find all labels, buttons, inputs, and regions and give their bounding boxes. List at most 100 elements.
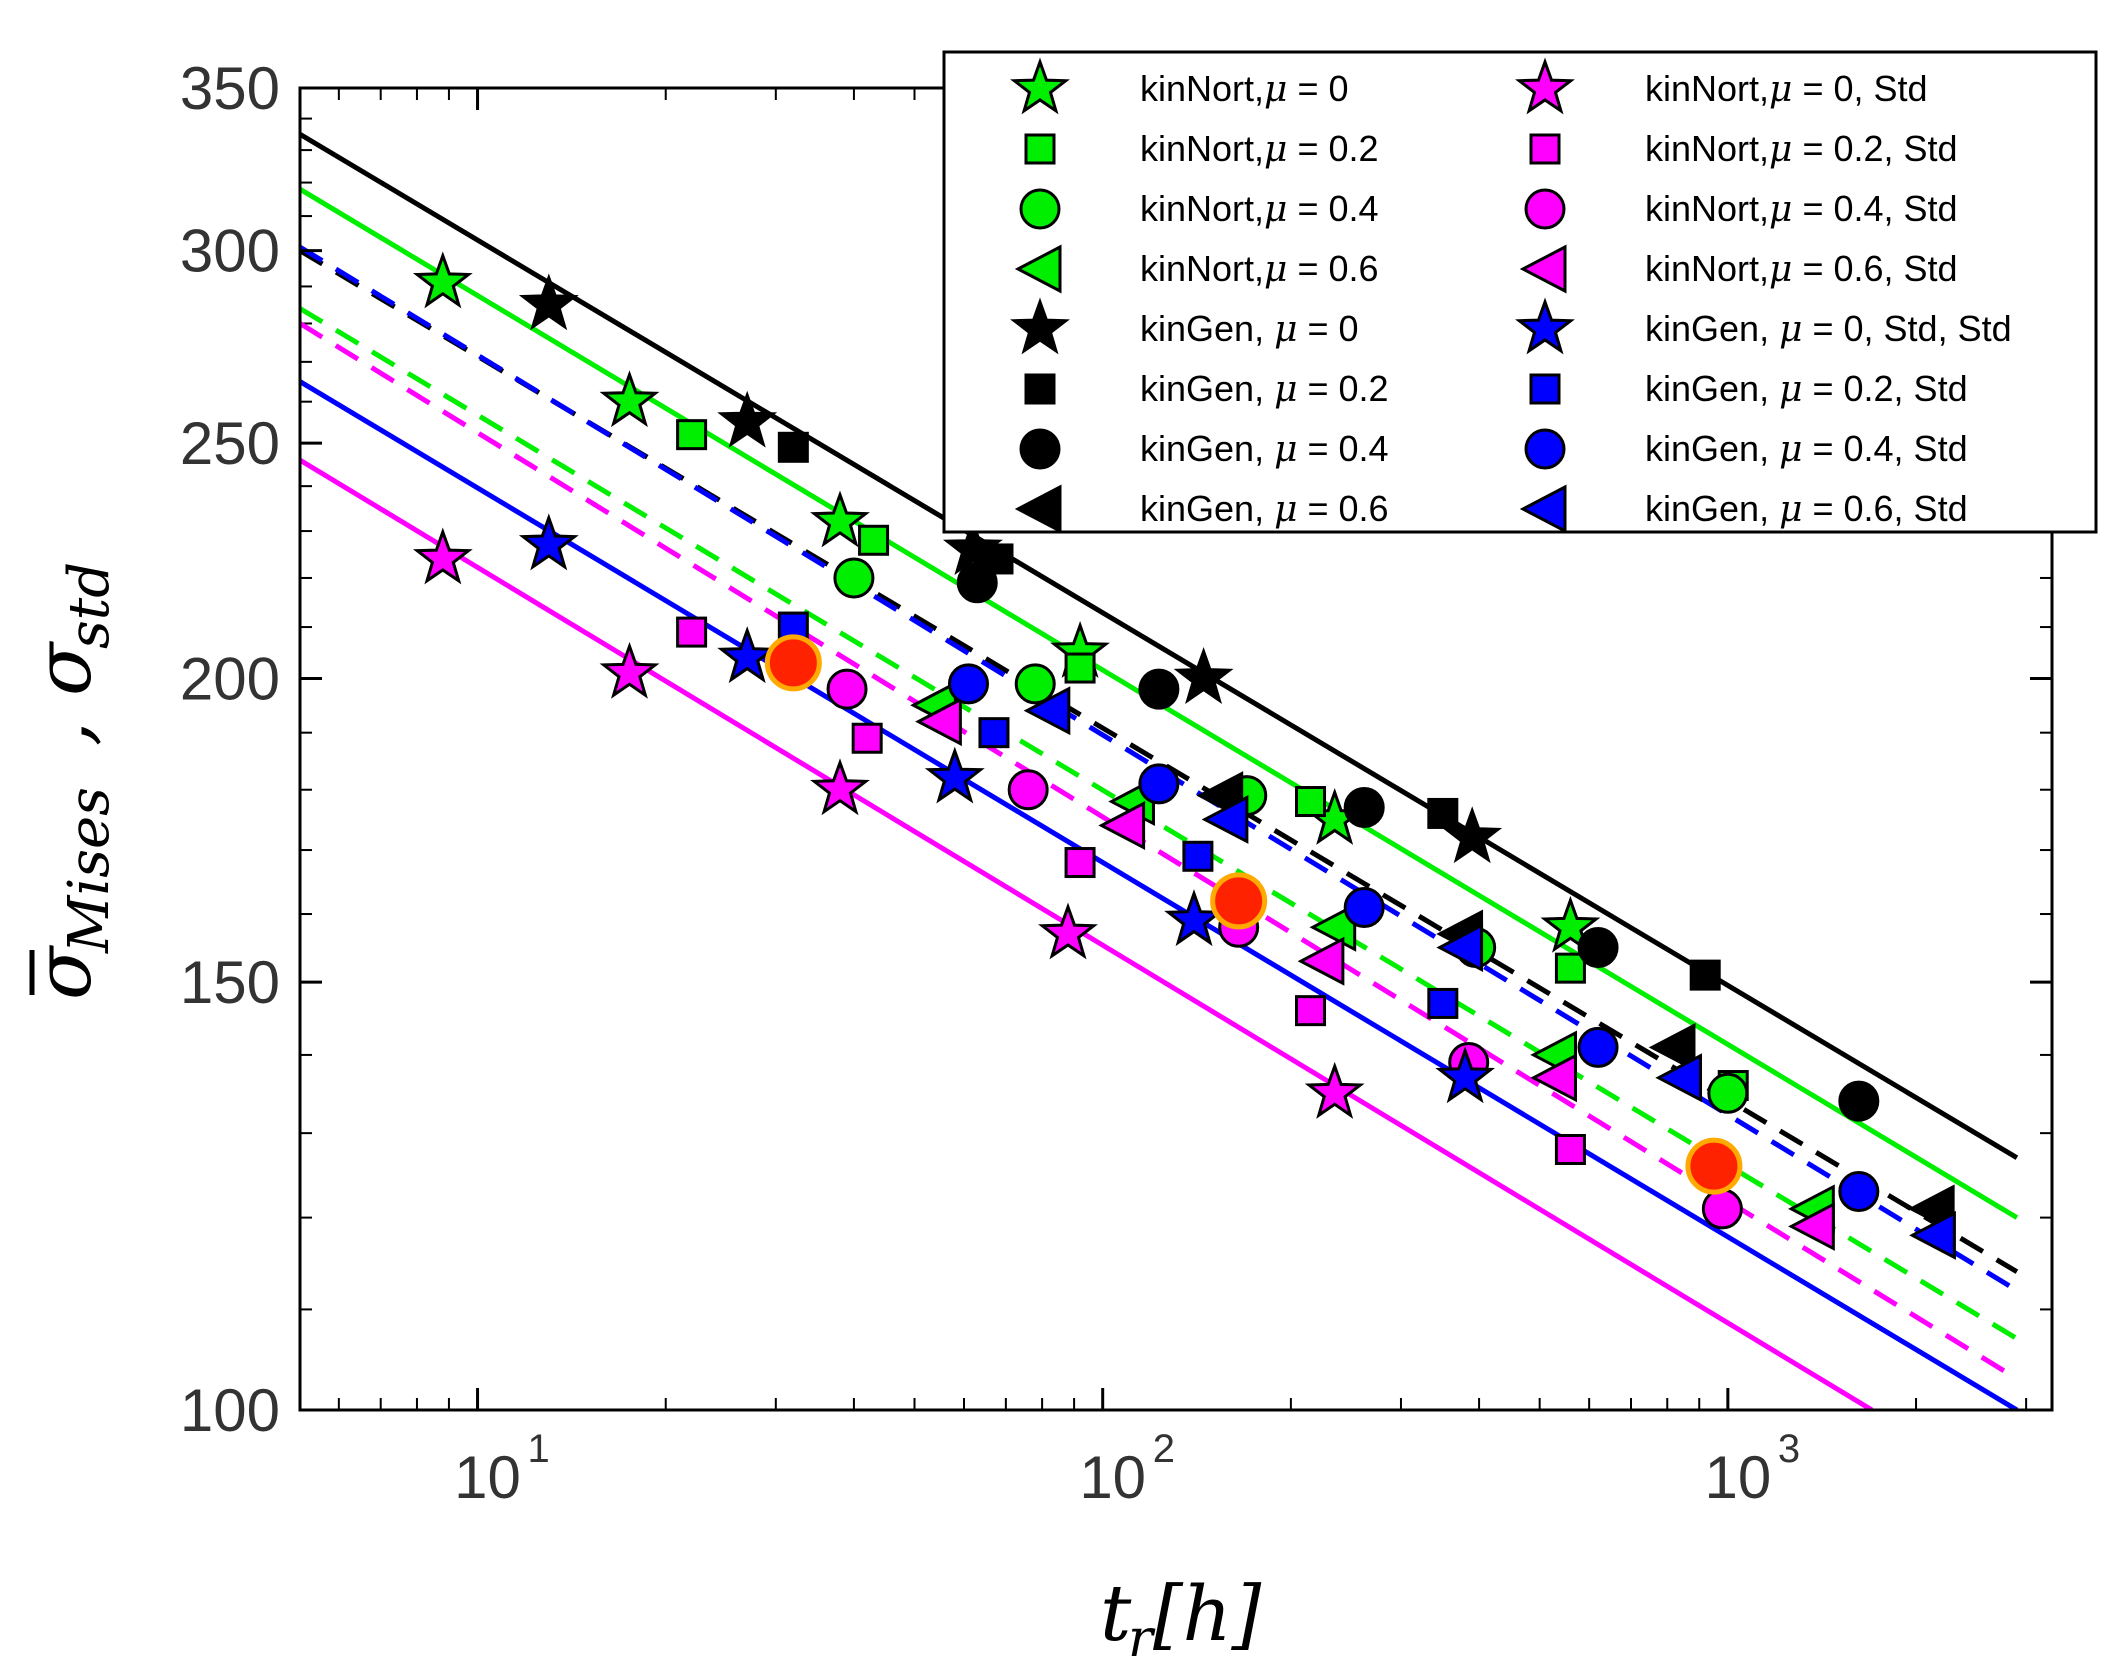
legend-marker-star: [1010, 297, 1070, 355]
data-point-square: [1295, 786, 1327, 818]
legend-box: [942, 50, 2098, 534]
legend-item: kinNort,μ = 0.6, Std: [1519, 244, 1958, 294]
legend-item: kinNort,μ = 0.6: [1014, 244, 1379, 294]
legend-item: kinGen, μ = 0.2, Std: [1529, 368, 1968, 410]
fit-line-solid: [300, 457, 1874, 1410]
legend-label: kinNort,μ = 0: [1140, 68, 1349, 110]
data-point-circle: [956, 562, 998, 604]
data-point-triangle-left: [1909, 1210, 1956, 1260]
highlight-point: [764, 634, 822, 692]
legend-label: kinGen, μ = 0.6: [1140, 488, 1389, 530]
data-point-circle: [833, 557, 875, 599]
legend-label: kinNort,μ = 0.4, Std: [1645, 188, 1958, 230]
highlight-point: [1210, 872, 1268, 930]
y-tick-label: 250: [180, 410, 280, 477]
data-point-triangle-left: [915, 697, 962, 747]
fit-line-solid: [300, 132, 2019, 1160]
data-point-circle: [826, 668, 868, 710]
data-point-circle: [1577, 927, 1619, 969]
data-point-triangle-left: [1530, 1053, 1577, 1103]
legend-marker-star: [1515, 57, 1575, 115]
legend-label: kinNort,μ = 0, Std: [1645, 68, 1928, 110]
data-point-circle: [1707, 1072, 1749, 1114]
data-point-triangle-left: [1023, 686, 1071, 736]
data-point-star: [717, 390, 778, 448]
legend-marker-circle: [1019, 188, 1061, 230]
y-tick-label: 300: [180, 218, 280, 285]
data-point-star: [810, 490, 870, 548]
data-point-star: [1173, 647, 1234, 705]
data-point-star: [599, 641, 660, 699]
data-point-star: [412, 527, 473, 585]
data-point-circle: [1838, 1171, 1880, 1213]
data-point-square: [676, 616, 708, 648]
legend-item: kinGen, μ = 0.6, Std: [1519, 484, 1968, 534]
data-point-triangle-left: [1436, 923, 1484, 973]
legend-item: kinNort,μ = 0.2: [1024, 128, 1379, 170]
data-point-triangle-left: [1098, 801, 1146, 850]
data-point-square: [1295, 995, 1327, 1027]
data-point-square: [858, 524, 890, 556]
data-point-square: [1064, 652, 1096, 684]
data-point-triangle-left: [1648, 1022, 1696, 1072]
data-point-circle: [1138, 668, 1180, 710]
legend-marker-circle: [1019, 428, 1061, 470]
y-axis-ticks: 100 150 200 250 300 350: [180, 55, 2052, 1444]
data-point-square: [777, 431, 809, 463]
data-point-square: [1182, 840, 1214, 872]
legend-item: kinGen, μ = 0.4, Std: [1524, 428, 1968, 470]
legend-label: kinNort,μ = 0.6: [1140, 248, 1379, 290]
x-tick-label: 10: [1704, 1444, 1771, 1511]
ylabel-sub-2: std: [57, 562, 122, 649]
legend-label: kinGen, μ = 0: [1140, 308, 1359, 350]
fit-line-solid: [300, 379, 2019, 1410]
data-point-square: [851, 722, 883, 754]
legend-item: kinNort,μ = 0: [1010, 57, 1349, 115]
legend-item: kinNort,μ = 0.2, Std: [1529, 128, 1958, 170]
legend-label: kinGen, μ = 0, Std, Std: [1645, 308, 2012, 350]
x-tick-exponent: 2: [1153, 1427, 1175, 1471]
data-point-square: [1427, 797, 1459, 829]
data-point-circle: [1701, 1188, 1743, 1230]
legend-marker-circle: [1524, 428, 1566, 470]
data-point-circle: [1343, 886, 1385, 928]
x-tick-label: 10: [1079, 1444, 1146, 1511]
legend-item: kinNort,μ = 0.4: [1019, 188, 1379, 230]
y-tick-label: 200: [180, 646, 280, 713]
legend-marker-triangle-left: [1014, 484, 1062, 534]
data-markers: [412, 251, 1956, 1260]
data-point-triangle-left: [1201, 794, 1249, 844]
data-point-triangle-left: [1655, 1053, 1703, 1103]
ylabel-sigma-1: σ: [19, 945, 109, 1000]
data-point-square: [1064, 847, 1096, 879]
data-point-star: [1038, 902, 1098, 960]
data-point-square: [1689, 959, 1721, 991]
y-tick-label: 350: [180, 55, 280, 122]
legend-label: kinNort,μ = 0.2, Std: [1645, 128, 1958, 170]
data-point-square: [1427, 987, 1459, 1019]
y-tick-label: 100: [180, 1377, 280, 1444]
legend-label: kinGen, μ = 0.4: [1140, 428, 1389, 470]
legend-label: kinGen, μ = 0.2: [1140, 368, 1389, 410]
data-point-circle: [1014, 663, 1056, 705]
data-point-star: [1442, 806, 1503, 864]
legend-label: kinGen, μ = 0.4, Std: [1645, 428, 1968, 470]
legend-item: kinGen, μ = 0.6: [1014, 484, 1389, 534]
data-point-square: [978, 717, 1010, 749]
data-point-square: [676, 419, 708, 451]
legend-marker-triangle-left: [1519, 484, 1567, 534]
data-point-square: [1554, 952, 1586, 984]
highlight-point: [1685, 1137, 1743, 1195]
data-point-circle: [947, 663, 989, 705]
data-point-star: [412, 251, 473, 309]
legend-marker-triangle-left: [1014, 244, 1062, 294]
highlight-markers: [764, 634, 1743, 1195]
data-point-triangle-left: [1297, 936, 1345, 986]
legend-marker-square: [1024, 373, 1056, 405]
legend-item: kinGen, μ = 0.4: [1019, 428, 1389, 470]
legend-marker-circle: [1524, 188, 1566, 230]
data-point-star: [1435, 1046, 1496, 1104]
data-point-square: [982, 543, 1014, 575]
data-point-circle: [1138, 763, 1180, 805]
ylabel-sub-1: Mises: [57, 787, 122, 954]
